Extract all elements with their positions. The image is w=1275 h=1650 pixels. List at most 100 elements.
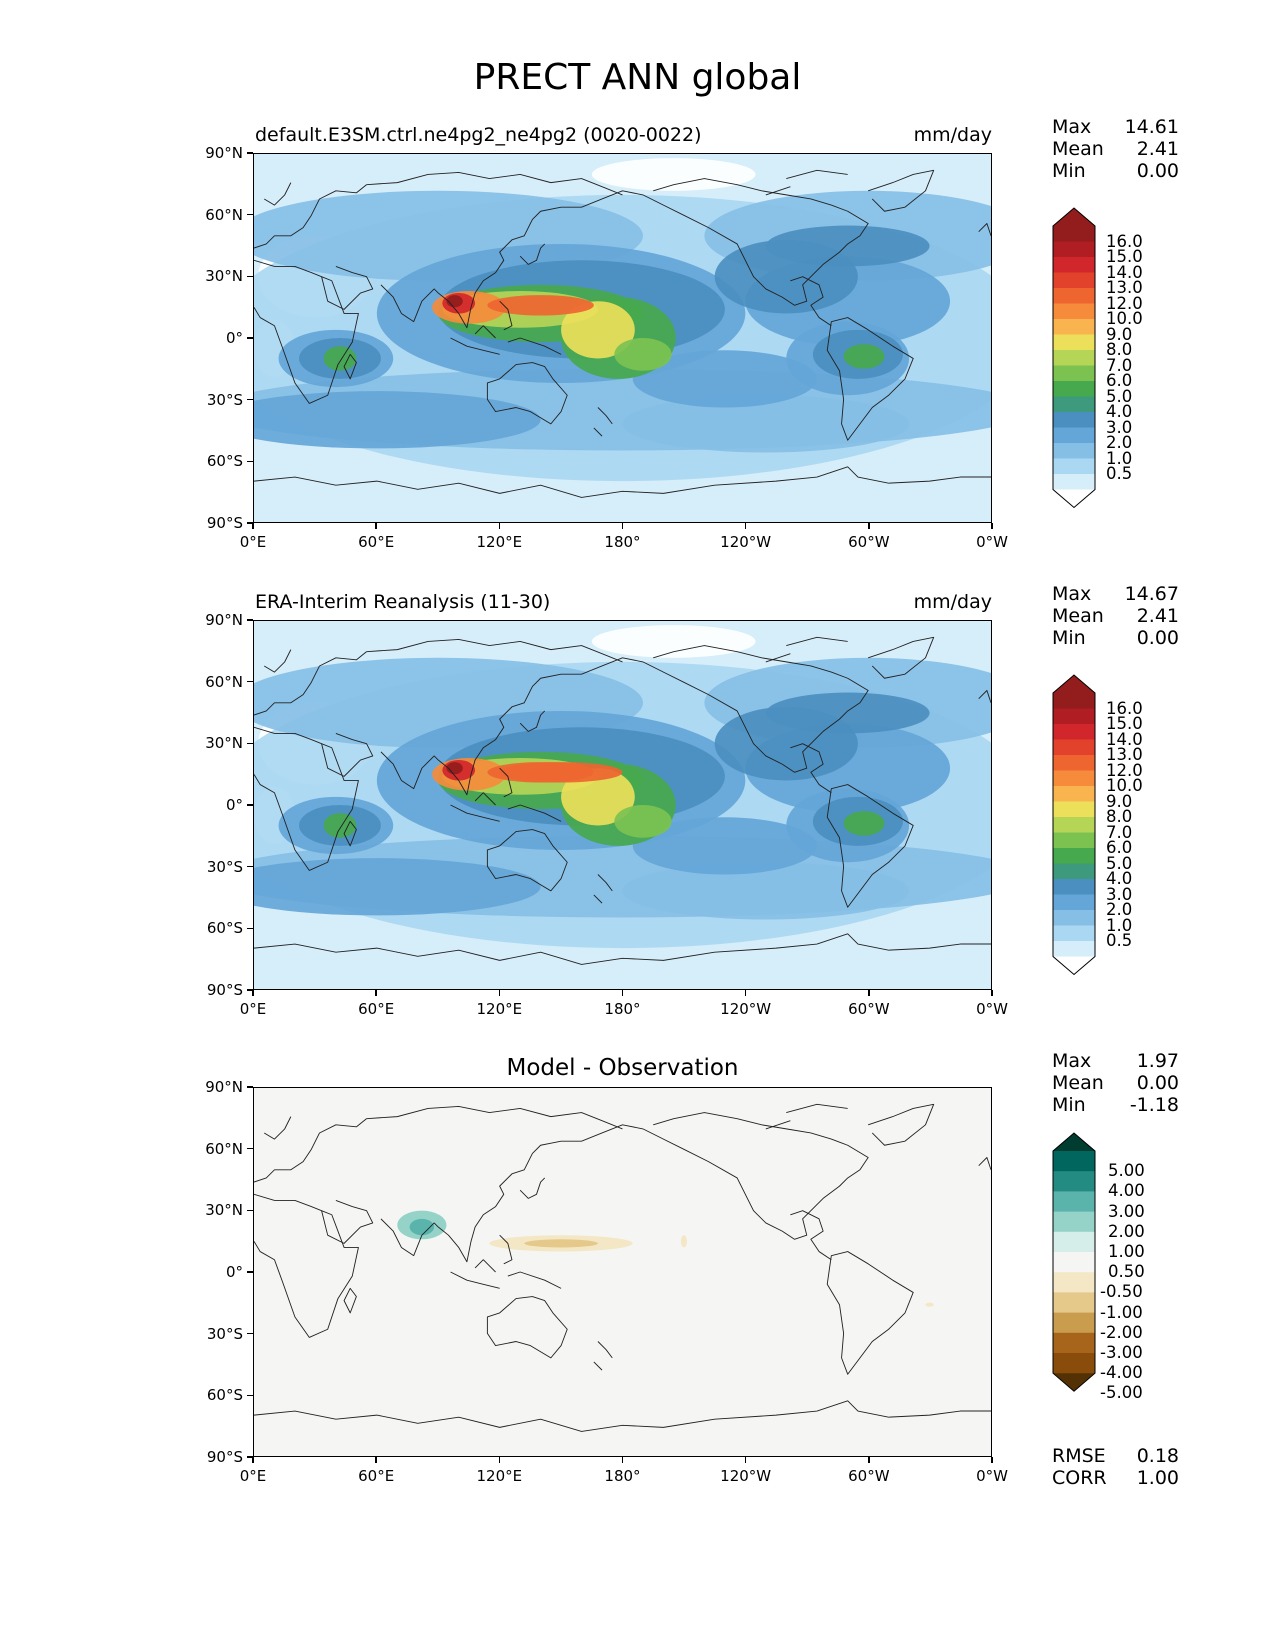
coastline — [254, 259, 275, 267]
y-tick-mark — [247, 152, 253, 154]
y-tick-mark — [247, 1271, 253, 1273]
panel-units: mm/day — [913, 124, 992, 146]
colorbar-segment — [1053, 1151, 1095, 1172]
coastline — [519, 710, 546, 732]
colorbar-segment — [1053, 739, 1095, 756]
x-tick-mark — [498, 523, 501, 529]
coastline — [868, 1103, 935, 1146]
colorbar-tick-label: 1.0 — [1106, 915, 1133, 935]
precip-contour — [632, 350, 817, 408]
precip-contour — [254, 391, 541, 449]
colorbar-segment — [1053, 272, 1095, 289]
stat-row-mean: Mean 0.00 — [1052, 1072, 1179, 1094]
coastline — [978, 1157, 991, 1170]
precip-contour — [499, 762, 623, 783]
y-tick-label: 90°S — [206, 981, 243, 999]
colorbar — [1052, 207, 1096, 509]
stat-label: CORR — [1052, 1467, 1107, 1489]
colorbar-tick-label: 2.00 — [1108, 1221, 1145, 1241]
x-tick-label: 120°W — [720, 1467, 772, 1485]
colorbar-segment — [1053, 832, 1095, 849]
stats-block: Max 14.67 Mean 2.41 Min 0.00 — [1052, 583, 1179, 649]
coastline — [486, 829, 568, 892]
coastline — [642, 1112, 869, 1240]
colorbar-under-triangle — [1053, 956, 1095, 975]
y-tick-label: 60°N — [205, 1139, 243, 1158]
stat-row-mean: Mean 2.41 — [1052, 605, 1179, 627]
stat-value: 14.61 — [1124, 116, 1179, 138]
colorbar-segment — [1053, 288, 1095, 304]
x-tick-label: 0°E — [239, 533, 267, 551]
precip-contour — [561, 301, 635, 359]
colorbar-tick-label: 0.5 — [1106, 464, 1133, 483]
y-tick-label: 90°N — [205, 144, 243, 162]
colorbar-segment — [1053, 334, 1095, 351]
map-background — [254, 1088, 991, 1456]
x-tick-mark — [375, 523, 377, 529]
difference-contour — [925, 1302, 934, 1307]
colorbar-tick-label: 14.0 — [1106, 729, 1143, 749]
coastline — [343, 820, 357, 847]
coastline — [765, 636, 848, 663]
colorbar-tick-label: 4.0 — [1106, 402, 1133, 421]
stats-block: Max 1.97 Mean 0.00 Min -1.18 — [1052, 1050, 1179, 1116]
colorbar-tick-label: -0.50 — [1100, 1282, 1143, 1302]
colorbar-segment — [1053, 910, 1095, 926]
colorbar-tick-label: -2.00 — [1100, 1322, 1143, 1342]
stat-row-min: Min 0.00 — [1052, 160, 1179, 182]
coastline — [765, 1103, 848, 1130]
x-tick-mark — [252, 990, 254, 996]
coastline — [254, 726, 275, 734]
coastline — [321, 266, 374, 310]
coastline — [321, 1200, 374, 1244]
colorbar-segment — [1053, 708, 1095, 725]
stat-label: Min — [1052, 1094, 1086, 1116]
colorbar-tick-label: 3.0 — [1106, 417, 1133, 437]
colorbar-segment — [1053, 303, 1095, 320]
y-tick-mark — [247, 1147, 253, 1150]
colorbar-segment — [1053, 1353, 1095, 1374]
coastline — [826, 317, 914, 441]
x-tick-mark — [498, 1457, 501, 1463]
coastline — [366, 1105, 623, 1130]
stat-label: Max — [1052, 1050, 1092, 1072]
y-tick-mark — [247, 1332, 253, 1335]
x-tick-mark — [252, 523, 254, 529]
y-tick-mark — [247, 460, 253, 463]
coastline — [254, 466, 991, 498]
y-tick-mark — [247, 275, 253, 278]
coastline — [642, 178, 869, 306]
y-tick-mark — [247, 865, 253, 868]
x-tick-mark — [868, 523, 870, 529]
x-tick-mark — [621, 523, 624, 529]
stat-label: Max — [1052, 116, 1092, 138]
colorbar-segment — [1053, 365, 1095, 382]
colorbar-segment — [1053, 755, 1095, 771]
coastline — [826, 784, 914, 908]
coastline — [826, 1251, 914, 1375]
x-tick-label: 60°E — [358, 1000, 395, 1018]
y-tick-label: 90°S — [206, 1448, 243, 1466]
colorbar-over-triangle — [1053, 1133, 1095, 1151]
colorbar-segment — [1053, 319, 1095, 335]
precip-contour — [614, 805, 672, 838]
precip-contour — [323, 813, 357, 838]
figure-title: PRECT ANN global — [473, 57, 802, 98]
x-tick-label: 0°W — [976, 1467, 1008, 1485]
x-tick-mark — [868, 990, 870, 996]
precip-contour — [614, 338, 672, 371]
colorbar — [1052, 1132, 1096, 1392]
y-tick-label: 30°S — [206, 857, 243, 876]
colorbar-tick-label: 9.0 — [1106, 791, 1133, 811]
stat-label: Mean — [1052, 138, 1104, 160]
colorbar-tick-label: 16.0 — [1106, 698, 1143, 718]
colorbar-tick-label: 2.0 — [1106, 900, 1133, 919]
coastline — [380, 751, 439, 790]
stat-value: -1.18 — [1129, 1094, 1179, 1116]
coastline — [765, 169, 848, 196]
colorbar-tick-label: -4.00 — [1100, 1363, 1143, 1383]
colorbar-tick-label: 8.0 — [1106, 807, 1133, 826]
x-tick-mark — [252, 1457, 254, 1463]
y-tick-mark — [247, 927, 253, 930]
stat-value: 2.41 — [1136, 138, 1179, 160]
